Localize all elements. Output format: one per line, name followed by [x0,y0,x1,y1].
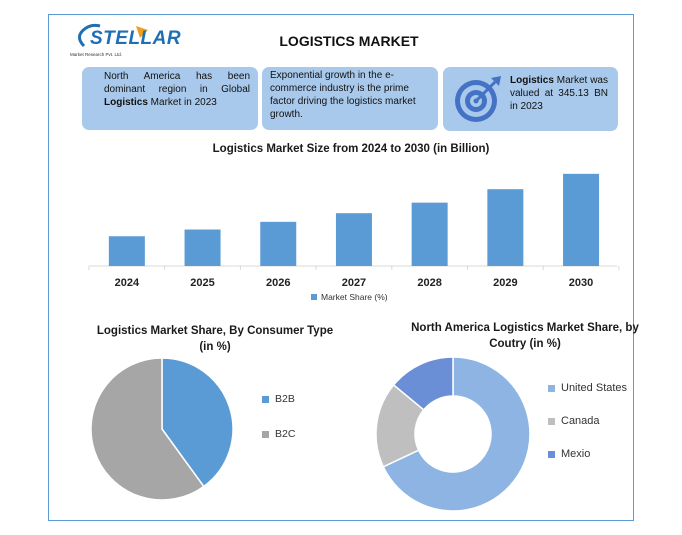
pie-chart [90,357,234,501]
legend-swatch [311,294,317,300]
info-box-region: North America has been dominant region i… [82,67,258,130]
page-title: LOGISTICS MARKET [279,33,419,49]
bar-2024 [108,236,145,266]
pie-slice-b2c [90,357,205,501]
bar-2029 [487,189,524,266]
legend-item-united-states: United States [548,382,627,394]
info-text: Market was valued at 345.13 BN in 2023 [510,75,608,112]
legend-item-mexio: Mexio [548,448,590,460]
info-box-growth: Exponential growth in the e-commerce ind… [262,67,438,130]
legend-label: Mexio [561,448,591,460]
x-tick-label: 2024 [115,277,140,289]
info-bold: Logistics [510,75,554,86]
pie-slice-b2b [161,357,234,488]
info-text: Exponential growth in the e-commerce ind… [270,70,416,120]
legend-swatch [262,430,269,438]
bar-2027 [335,213,372,266]
bar-2025 [184,229,221,266]
bar-2028 [411,202,448,266]
bar-chart: 2024 2025 2026 2027 2028 2029 2030 Market Share… [88,173,620,302]
legend-label: Market Share (%) [321,292,388,302]
legend-swatch [262,395,269,403]
donut-slice-united-states [382,356,531,512]
info-text: Market in 2023 [147,97,217,108]
x-tick-label: 2028 [417,277,441,289]
info-text: North America has been dominant region i… [104,71,250,95]
legend-swatch [548,384,555,392]
bar-2030 [563,173,600,266]
legend-label: Canada [561,415,600,427]
x-tick-label: 2029 [493,277,517,289]
bar-2026 [260,221,297,266]
legend-label: United States [561,382,628,394]
x-tick-label: 2026 [266,277,290,289]
stellar-logo: STELLAR Market Research Pvt. Ltd. [70,22,181,62]
pie-chart-title: Logistics Market Share, By Consumer Type… [96,325,334,353]
logo-tagline: Market Research Pvt. Ltd. [70,52,123,57]
legend-item-canada: Canada [548,415,600,427]
logo-wordmark: STELLAR [90,28,182,49]
legend-item-b2c: B2C [262,428,295,440]
legend-label: B2C [275,428,296,440]
donut-chart [375,356,531,512]
x-tick-label: 2030 [569,277,593,289]
x-tick-label: 2027 [342,277,366,289]
x-tick-label: 2025 [190,277,214,289]
legend-item-b2b: B2B [262,393,295,405]
donut-slice-mexio [392,356,454,411]
legend-swatch [548,450,555,458]
bar-chart-title: Logistics Market Size from 2024 to 2030 … [212,143,490,155]
legend-label: B2B [275,393,295,405]
info-box-valuation: Logistics Market was valued at 345.13 BN… [443,67,618,131]
target-icon [455,76,501,122]
legend-swatch [548,417,555,425]
donut-chart-title: North America Logistics Market Share, by… [411,322,639,350]
info-bold: Logistics [104,97,148,108]
